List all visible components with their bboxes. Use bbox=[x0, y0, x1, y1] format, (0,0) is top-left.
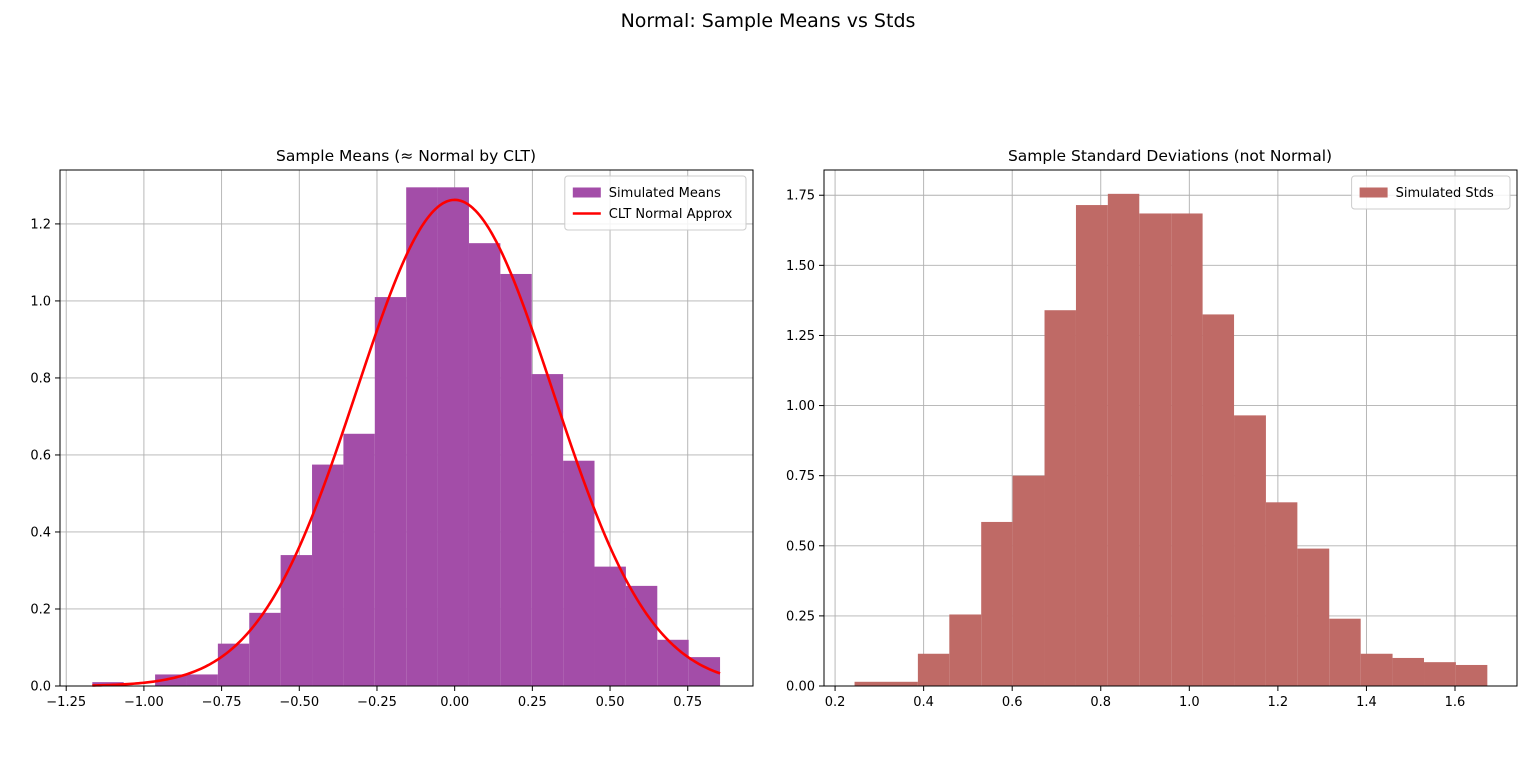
means-x-tick-label: −1.25 bbox=[46, 695, 86, 710]
stds-histogram-bar bbox=[1202, 314, 1235, 686]
means-histogram-panel: Sample Means (≈ Normal by CLT) −1.25 −1.0… bbox=[30, 147, 754, 710]
stds-y-tick-label: 0.50 bbox=[786, 539, 815, 554]
means-histogram-bar bbox=[374, 297, 407, 686]
means-histogram-bar bbox=[468, 243, 501, 686]
means-y-tick-label: 1.2 bbox=[30, 217, 51, 232]
means-histogram-bar bbox=[437, 187, 469, 686]
stds-histogram-bar bbox=[1044, 310, 1076, 686]
means-legend: Simulated Means CLT Normal Approx bbox=[564, 175, 747, 231]
stds-x-tick-label: 0.2 bbox=[825, 695, 846, 710]
stds-histogram-bar bbox=[1234, 415, 1266, 686]
means-axes-frame bbox=[59, 169, 754, 687]
stds-x-tick-label: 1.6 bbox=[1445, 695, 1466, 710]
means-legend-swatch bbox=[572, 187, 601, 198]
stds-histogram-bar bbox=[1265, 502, 1298, 686]
means-x-tick-label: −0.75 bbox=[202, 695, 242, 710]
stds-histogram-bar bbox=[917, 653, 950, 686]
stds-x-tick-label: 0.8 bbox=[1090, 695, 1111, 710]
stds-y-tick-label: 1.75 bbox=[786, 189, 815, 204]
means-y-tick-label: 0.6 bbox=[30, 448, 51, 463]
stds-y-tick-label: 1.50 bbox=[786, 259, 815, 274]
stds-panel-title: Sample Standard Deviations (not Normal) bbox=[1008, 147, 1332, 165]
stds-histogram-bar bbox=[1392, 657, 1425, 686]
stds-y-axis: 0.00 0.25 0.50 0.75 1.00 1.25 1.50 1.75 bbox=[786, 189, 824, 695]
means-panel-title: Sample Means (≈ Normal by CLT) bbox=[276, 147, 536, 165]
stds-x-tick-label: 1.2 bbox=[1268, 695, 1289, 710]
stds-histogram-bar bbox=[1012, 475, 1045, 686]
stds-y-tick-label: 0.75 bbox=[786, 469, 815, 484]
means-y-tick-label: 0.8 bbox=[30, 371, 51, 386]
stds-histogram-bar bbox=[885, 681, 918, 686]
stds-histogram-bar bbox=[949, 614, 982, 686]
means-axes-border bbox=[59, 169, 754, 687]
stds-legend-label: Simulated Stds bbox=[1396, 186, 1494, 201]
means-x-tick-label: −0.50 bbox=[279, 695, 319, 710]
means-y-tick-label: 0.2 bbox=[30, 602, 51, 617]
means-legend-label: CLT Normal Approx bbox=[609, 207, 733, 222]
stds-histogram-panel: Sample Standard Deviations (not Normal) … bbox=[786, 147, 1518, 710]
means-x-tick-label: 0.75 bbox=[673, 695, 702, 710]
means-x-tick-label: 0.50 bbox=[596, 695, 625, 710]
means-histogram-bars bbox=[92, 187, 721, 686]
stds-histogram-bar bbox=[981, 521, 1013, 686]
means-histogram-bar bbox=[531, 374, 564, 686]
means-y-tick-label: 1.0 bbox=[30, 294, 51, 309]
stds-y-tick-label: 1.00 bbox=[786, 399, 815, 414]
means-histogram-bar bbox=[312, 464, 344, 686]
means-histogram-bar bbox=[217, 643, 250, 686]
stds-legend: Simulated Stds bbox=[1351, 175, 1511, 210]
means-x-tick-label: −1.00 bbox=[124, 695, 164, 710]
stds-axes-frame bbox=[823, 169, 1518, 687]
stds-histogram-bar bbox=[1424, 662, 1456, 686]
stds-histogram-bar bbox=[1360, 653, 1393, 686]
means-y-axis: 0.0 0.2 0.4 0.6 0.8 1.0 1.2 bbox=[30, 217, 60, 695]
means-histogram-bar bbox=[406, 187, 438, 686]
means-x-tick-label: −0.25 bbox=[357, 695, 397, 710]
stds-histogram-bar bbox=[1107, 193, 1140, 686]
stds-x-tick-label: 1.0 bbox=[1179, 695, 1200, 710]
stds-y-tick-label: 1.25 bbox=[786, 329, 815, 344]
stds-histogram-bar bbox=[1329, 618, 1361, 686]
stds-axes-border bbox=[823, 169, 1518, 687]
stds-histogram-bar bbox=[854, 681, 886, 686]
means-legend-box bbox=[564, 175, 747, 231]
means-histogram-bar bbox=[657, 639, 689, 686]
means-normal-curve-line bbox=[92, 198, 721, 687]
means-histogram-bar bbox=[186, 674, 218, 686]
stds-y-tick-label: 0.00 bbox=[786, 680, 815, 695]
stds-histogram-bar bbox=[1139, 213, 1172, 686]
stds-y-tick-label: 0.25 bbox=[786, 609, 815, 624]
means-legend-label: Simulated Means bbox=[609, 186, 721, 201]
means-normal-curve bbox=[92, 198, 721, 687]
figure-title: Normal: Sample Means vs Stds bbox=[620, 10, 916, 32]
stds-x-axis: 0.2 0.4 0.6 0.8 1.0 1.2 1.4 1.6 bbox=[825, 686, 1466, 710]
means-x-tick-label: 0.25 bbox=[518, 695, 547, 710]
stds-histogram-bars bbox=[854, 193, 1488, 686]
means-x-axis: −1.25 −1.00 −0.75 −0.50 −0.25 0.00 0.25 0.50 0.7… bbox=[46, 686, 702, 710]
means-y-tick-label: 0.4 bbox=[30, 525, 51, 540]
stds-histogram-bar bbox=[1455, 664, 1488, 686]
stds-x-tick-label: 0.4 bbox=[913, 695, 934, 710]
stds-x-tick-label: 0.6 bbox=[1002, 695, 1023, 710]
stds-histogram-bar bbox=[1171, 213, 1203, 686]
stds-x-tick-label: 1.4 bbox=[1356, 695, 1377, 710]
stds-histogram-bar bbox=[1297, 548, 1330, 686]
stds-legend-box bbox=[1351, 175, 1511, 210]
stds-legend-swatch bbox=[1359, 187, 1388, 198]
means-y-tick-label: 0.0 bbox=[30, 680, 51, 695]
means-histogram-bar bbox=[155, 674, 187, 686]
stds-histogram-bar bbox=[1075, 205, 1108, 686]
means-histogram-bar bbox=[594, 566, 626, 686]
means-histogram-bar bbox=[343, 433, 375, 686]
means-x-tick-label: 0.00 bbox=[440, 695, 469, 710]
means-histogram-bar bbox=[500, 273, 532, 686]
means-histogram-bar bbox=[625, 585, 658, 686]
